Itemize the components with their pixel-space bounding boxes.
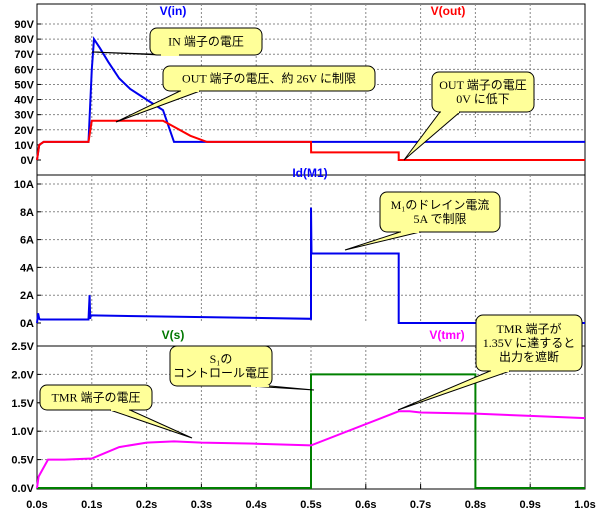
- trace-title: V(out): [431, 4, 466, 18]
- x-tick-label: 0.3s: [191, 499, 212, 511]
- y-tick-label: 30V: [14, 110, 34, 122]
- callout-pointer: [403, 111, 462, 161]
- y-tick-label: 6A: [20, 235, 34, 247]
- x-tick-label: 0.6s: [355, 499, 376, 511]
- trace-title: V(tmr): [429, 328, 464, 342]
- callout-text: S₁の: [210, 352, 233, 366]
- y-tick-label: 1.0V: [11, 426, 34, 438]
- callout-pointer: [397, 370, 511, 411]
- callout-box: [431, 71, 535, 113]
- x-tick-label: 0.9s: [519, 499, 540, 511]
- callout-text: 1.35V に達すると: [483, 336, 575, 350]
- panel-bottom: 0.0V 0.5V 1.0V 1.5V 2.0V 2.5V 0.0s 0.1s 0.2s 0.3s…: [11, 314, 596, 511]
- callout-box: [379, 191, 501, 233]
- x-tick-label: 0.1s: [81, 499, 102, 511]
- y-tick-label: 2.0V: [11, 369, 34, 381]
- callout: OUT 端子の電圧、約 26V に制限: [115, 65, 376, 123]
- callout-text: 0V に低下: [456, 92, 509, 106]
- y-tick-label: 2.5V: [11, 341, 34, 353]
- callout-text: 5A で制限: [413, 212, 466, 226]
- callout-pointer: [115, 90, 201, 123]
- y-tick-label: 60V: [14, 64, 34, 76]
- y-tick-label: 2A: [20, 290, 34, 302]
- callout-text: OUT 端子の電圧、約 26V に制限: [182, 71, 356, 86]
- y-tick-label: 80V: [14, 34, 34, 46]
- panel-top: 0V 10V 20V 30V 40V 50V 60V 70V 80V 90V V(in) V(out)…: [14, 4, 585, 167]
- trace-title: V(s): [162, 328, 185, 342]
- y-tick-label: 8A: [20, 207, 34, 219]
- callout-text: TMR 端子の電圧: [51, 391, 140, 405]
- callout-box: [149, 27, 263, 56]
- x-tick-label: 1.0s: [574, 499, 595, 511]
- callout-text: M₁のドレイン電流: [391, 198, 490, 212]
- trace-title: Id(M1): [292, 166, 327, 180]
- x-tick-label: 0.2s: [136, 499, 157, 511]
- callout-text: TMR 端子が: [496, 321, 561, 336]
- trace-title: V(in): [160, 4, 187, 18]
- callout-box: [39, 384, 153, 411]
- series-line-vs: [37, 373, 585, 489]
- x-tick-label: 0.4s: [245, 499, 266, 511]
- callout: IN 端子の電圧: [91, 27, 263, 56]
- callout-text: 出力を遮断: [499, 349, 559, 364]
- series-line-idm1: [36, 207, 585, 324]
- series-line-vtmr: [36, 410, 586, 489]
- y-tick-label: 50V: [14, 79, 34, 91]
- x-tick-label: 0.8s: [465, 499, 486, 511]
- y-tick-label: 1.5V: [11, 398, 34, 410]
- y-tick-label: 20V: [14, 125, 34, 137]
- callout-box: [169, 345, 273, 387]
- y-tick-label: 10A: [14, 179, 34, 191]
- x-tick-label: 0.7s: [410, 499, 431, 511]
- callout-pointer: [109, 409, 193, 439]
- y-tick-label: 90V: [14, 19, 34, 31]
- callout: TMR 端子の電圧: [39, 384, 193, 439]
- y-tick-label: 70V: [14, 49, 34, 61]
- x-tick-label: 0.0s: [26, 499, 47, 511]
- y-tick-label: 40V: [14, 95, 34, 107]
- callout-box: [162, 65, 376, 92]
- x-tick-label: 0.5s: [300, 499, 321, 511]
- y-tick-label: 0V: [21, 155, 35, 167]
- series-line-vout: [36, 119, 585, 161]
- y-tick-label: 4A: [20, 262, 34, 274]
- callout-text: IN 端子の電圧: [168, 35, 244, 49]
- callout-pointer: [344, 231, 421, 251]
- y-tick-label: 10V: [14, 140, 34, 152]
- y-tick-label: 0.5V: [11, 455, 34, 467]
- callout-text: OUT 端子の電圧: [439, 78, 526, 92]
- callout-text: コントロール電圧: [173, 366, 269, 380]
- y-tick-label: 0A: [20, 318, 34, 330]
- callout-box: [475, 314, 583, 372]
- y-tick-label: 0.0V: [11, 483, 34, 495]
